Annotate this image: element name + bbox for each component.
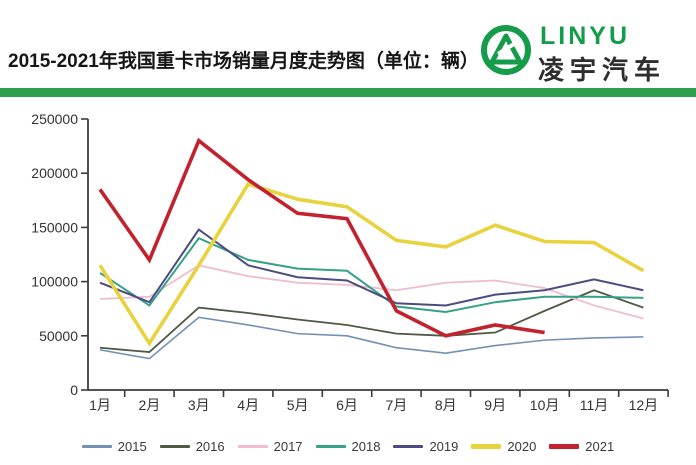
x-tick-label: 7月 <box>386 397 408 413</box>
legend-item-2018: 2018 <box>315 438 381 454</box>
x-tick-label: 5月 <box>287 397 309 413</box>
legend-label-2017: 2017 <box>273 438 303 454</box>
legend-item-2015: 2015 <box>81 438 147 454</box>
x-tick-label: 12月 <box>629 397 659 413</box>
x-tick-label: 11月 <box>580 397 609 413</box>
x-tick-label: 4月 <box>237 397 259 413</box>
y-tick-label: 200000 <box>31 165 78 181</box>
line-2019 <box>99 228 644 307</box>
legend-label-2015: 2015 <box>117 438 147 454</box>
x-tick-label: 2月 <box>139 397 161 413</box>
y-tick-label: 250000 <box>31 111 78 127</box>
legend-item-2017: 2017 <box>237 438 303 454</box>
line-2018 <box>99 237 644 313</box>
legend-swatch-2020 <box>471 443 502 449</box>
chart-legend: 2015 2016 2017 2018 2019 2020 2021 <box>0 433 696 459</box>
header-divider-bar <box>0 88 696 97</box>
logo-name: LINYU <box>540 22 630 50</box>
legend-item-2016: 2016 <box>159 438 225 454</box>
legend-item-2020: 2020 <box>471 439 536 454</box>
legend-swatch-2016 <box>159 444 190 448</box>
x-tick-label: 10月 <box>530 397 560 413</box>
legend-label-2020: 2020 <box>507 438 537 454</box>
linyu-logo-icon <box>481 25 531 75</box>
legend-swatch-2015 <box>81 444 112 448</box>
line-2021 <box>98 137 545 338</box>
line-2016 <box>99 289 644 353</box>
line-2015 <box>99 316 644 360</box>
x-tick-label: 1月 <box>89 397 111 413</box>
x-tick-label: 9月 <box>484 397 506 413</box>
legend-label-2021: 2021 <box>585 438 615 454</box>
legend-item-2019: 2019 <box>393 439 458 454</box>
legend-swatch-2019 <box>393 444 424 448</box>
legend-swatch-2017 <box>237 444 268 448</box>
linyu-logo: LINYU 凌宇汽车 <box>480 18 690 86</box>
legend-swatch-2021 <box>549 443 580 449</box>
legend-label-2018: 2018 <box>351 438 381 454</box>
line-2020 <box>98 181 645 347</box>
y-tick-label: 0 <box>70 382 78 398</box>
legend-item-2021: 2021 <box>549 439 614 454</box>
y-tick-label: 150000 <box>31 219 78 235</box>
x-tick-label: 6月 <box>336 397 358 413</box>
y-tick-label: 100000 <box>31 274 78 290</box>
x-tick-label: 3月 <box>188 397 210 413</box>
y-tick-label: 50000 <box>39 328 78 344</box>
legend-label-2019: 2019 <box>429 438 459 454</box>
x-tick-label: 8月 <box>435 397 457 413</box>
legend-swatch-2018 <box>315 444 346 448</box>
page-title: 2015-2021年我国重卡市场销量月度走势图（单位：辆） <box>8 51 479 72</box>
sales-trend-chart: 0 50000 100000 150000 200000 250000 1月 2月 3月 4月 5月… <box>31 111 669 413</box>
legend-label-2016: 2016 <box>195 438 225 454</box>
logo-subname: 凌宇汽车 <box>538 55 667 85</box>
